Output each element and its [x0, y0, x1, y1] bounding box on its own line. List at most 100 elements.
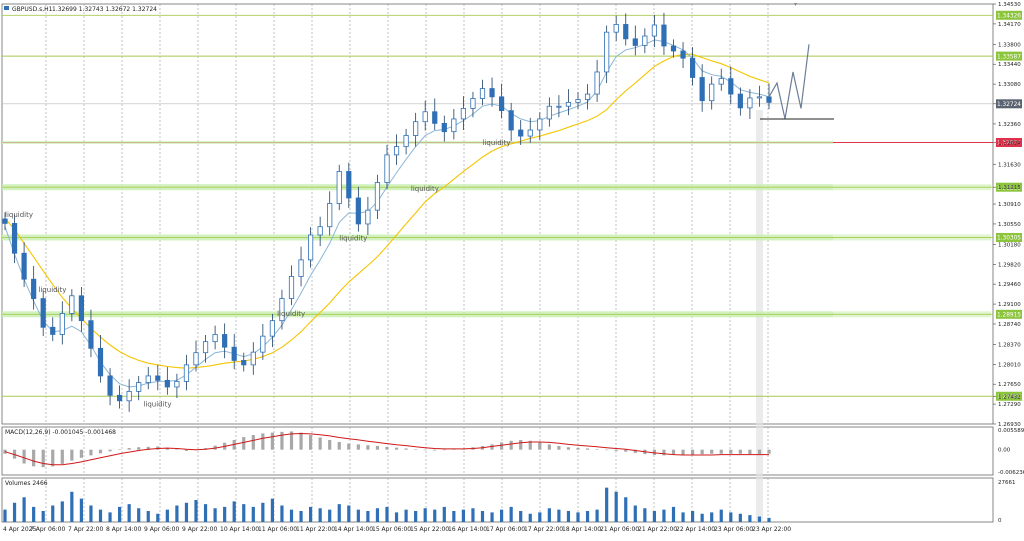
y-tick-label: 1.26930 — [998, 422, 1021, 428]
volume-bar — [614, 491, 618, 522]
x-tick-label: 16 Apr 14:00 — [448, 526, 487, 533]
volume-bar — [12, 502, 17, 522]
macd-histogram-bar — [757, 449, 762, 455]
volume-bar — [299, 511, 303, 522]
y-tick-label: 1.28370 — [998, 342, 1021, 348]
volume-bar — [385, 506, 389, 522]
macd-histogram-bar — [500, 442, 504, 450]
y-tick-label: 1.34170 — [998, 22, 1021, 28]
macd-histogram-bar — [767, 449, 771, 454]
volume-bar — [289, 509, 294, 522]
x-tick-label: 21 Apr 06:00 — [600, 526, 639, 533]
level-price-tag — [996, 391, 1022, 401]
volume-bar — [375, 508, 380, 522]
candle-body — [374, 182, 381, 211]
macd-histogram-bar — [729, 449, 733, 454]
macd-histogram-bar — [270, 432, 274, 450]
macd-histogram-bar — [652, 449, 656, 455]
candle-body — [193, 352, 199, 366]
candle-body — [365, 209, 371, 225]
y-tick-label: 1.29460 — [998, 282, 1021, 288]
macd-histogram-bar — [662, 449, 666, 456]
level-price-label: 1.33587 — [997, 54, 1021, 60]
candle-body — [680, 50, 686, 59]
volume-bar — [261, 502, 265, 522]
macd-histogram-bar — [433, 449, 437, 451]
macd-histogram-bar — [118, 449, 122, 450]
volume-y-tick-label: 0 — [998, 518, 1002, 524]
macd-histogram-bar — [356, 444, 360, 450]
level-price-tag — [996, 232, 1022, 242]
candle-body — [11, 222, 18, 254]
macd-histogram-bar — [299, 432, 303, 450]
macd-histogram-bar — [309, 435, 313, 450]
candle-body — [183, 364, 190, 382]
x-tick-label: 18 Apr 14:00 — [562, 526, 601, 533]
volume-bar — [433, 509, 437, 522]
candle-body — [31, 278, 37, 299]
level-price-tag — [996, 182, 1022, 192]
candle-body — [126, 390, 132, 402]
volume-bar — [213, 508, 217, 522]
macd-histogram-bar — [605, 449, 609, 451]
candle-body — [50, 326, 56, 335]
x-tick-label: 8 Apr 14:00 — [106, 526, 141, 533]
level-price-label: 1.34326 — [997, 13, 1021, 19]
x-tick-label: 11 Apr 06:00 — [258, 526, 297, 533]
candle-body — [250, 351, 256, 366]
candle-body — [136, 382, 142, 392]
candle-body — [756, 96, 763, 99]
volume-bar — [184, 502, 189, 522]
volume-bar — [232, 501, 236, 522]
macd-histogram-bar — [528, 440, 532, 450]
macd-signal-line — [4, 432, 769, 466]
macd-histogram-bar — [328, 439, 332, 450]
candle-body — [269, 320, 276, 337]
y-tick-label: 1.28010 — [998, 362, 1021, 368]
x-tick-label: 7 Apr 06:00 — [30, 526, 65, 533]
symbol-title: GBPUSD.s,H1 — [12, 6, 53, 13]
candle-body — [546, 105, 552, 120]
y-tick-label: 1.30180 — [998, 242, 1021, 248]
candle-body — [699, 77, 705, 102]
volume-bar — [585, 511, 590, 522]
macd-histogram-bar — [710, 449, 714, 454]
volume-bar — [137, 508, 141, 522]
macd-histogram-bar — [146, 446, 150, 450]
macd-histogram-bar — [404, 448, 408, 450]
candle-body — [737, 93, 743, 109]
macd-histogram-bar — [89, 449, 93, 456]
candle-body — [107, 375, 113, 396]
volume-bar — [691, 511, 695, 522]
volume-bar — [519, 511, 523, 522]
volume-bar — [624, 497, 628, 522]
volume-bar — [366, 511, 370, 522]
y-tick-label: 1.30910 — [998, 202, 1021, 208]
y-tick-label: 1.27432 — [998, 394, 1021, 400]
candle-body — [441, 122, 447, 133]
candle-body — [307, 234, 314, 261]
symbol-icon — [4, 6, 9, 10]
volume-bar — [32, 506, 36, 522]
volume-bar — [203, 504, 208, 522]
candle-body — [288, 276, 295, 299]
volume-bar — [681, 512, 685, 522]
candle-body — [298, 259, 304, 277]
candle-body — [231, 346, 237, 361]
macd-histogram-bar — [184, 449, 189, 451]
candle-body — [747, 97, 753, 109]
volume-bar — [3, 509, 7, 522]
macd-histogram-bar — [337, 441, 341, 450]
current-price-label: 1.32724 — [997, 102, 1021, 108]
candle-body — [690, 57, 696, 78]
y-tick-label: 1.32360 — [998, 122, 1021, 128]
candle-body — [117, 394, 123, 402]
y-tick-label: 1.27650 — [998, 382, 1021, 388]
level-price-label: 1.28915 — [997, 313, 1021, 319]
macd-histogram-bar — [137, 447, 141, 450]
x-tick-label: 15 Apr 22:00 — [410, 526, 449, 533]
volume-title: Volumes 2466 — [5, 480, 48, 487]
ma-fast-line — [4, 39, 770, 388]
